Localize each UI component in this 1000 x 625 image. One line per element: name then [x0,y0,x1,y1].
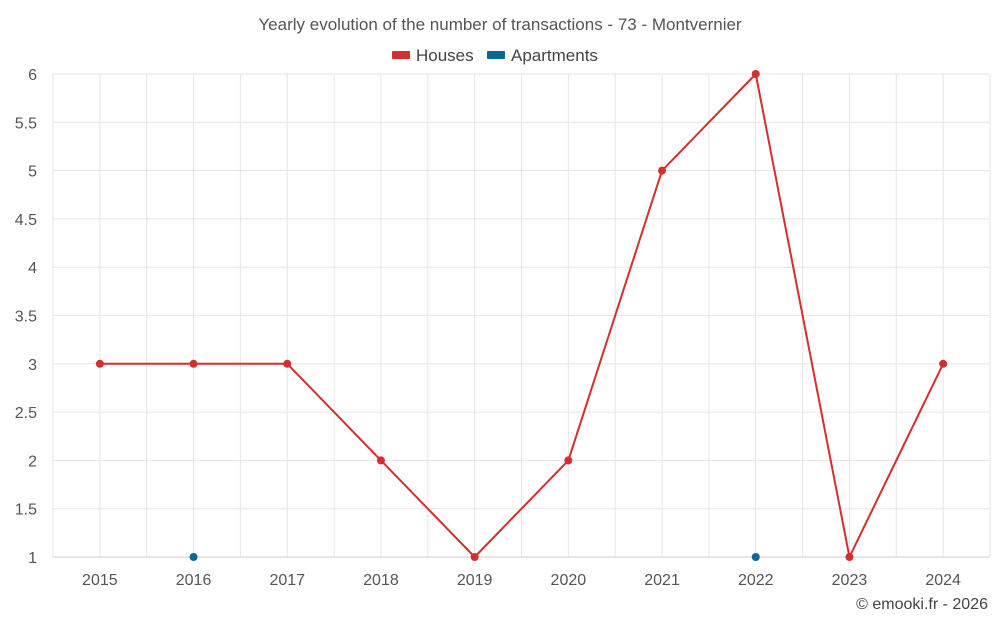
legend-item-apartments[interactable]: Apartments [487,46,598,65]
data-point-houses[interactable] [751,70,760,78]
y-tick-label: 4.5 [15,212,37,229]
y-tick-label: 5 [28,164,37,181]
data-point-houses[interactable] [470,553,479,561]
y-tick-label: 3.5 [15,309,37,326]
x-axis-ticks: 2015 2016 2017 2018 2019 2020 2021 2022 2023 2024 [82,572,961,589]
legend-label-houses: Houses [416,46,474,65]
data-point-apartments[interactable] [751,553,760,561]
y-tick-label: 1 [28,550,37,567]
series-line-houses [99,73,945,558]
x-tick-label: 2020 [551,572,587,589]
data-point-houses[interactable] [189,359,198,368]
data-point-houses[interactable] [845,553,854,561]
x-tick-label: 2017 [269,572,305,589]
legend-swatch-apartments [487,51,505,59]
data-point-houses[interactable] [376,456,385,465]
x-tick-label: 2022 [738,572,774,589]
legend-item-houses[interactable]: Houses [392,46,474,65]
data-point-houses[interactable] [564,456,573,465]
data-point-houses[interactable] [283,359,292,368]
x-tick-label: 2018 [363,572,399,589]
data-point-houses[interactable] [658,166,667,175]
legend: Houses Apartments [392,46,598,65]
y-tick-label: 6 [28,67,37,84]
x-tick-label: 2021 [644,572,680,589]
y-tick-label: 2 [28,453,37,470]
x-tick-label: 2016 [176,572,212,589]
data-point-apartments[interactable] [189,553,198,561]
y-tick-label: 1.5 [15,502,37,519]
x-tick-label: 2015 [82,572,118,589]
y-axis-ticks: 1 1.5 2 2.5 3 3.5 4 4.5 5 5.5 6 [15,67,37,567]
chart-title: Yearly evolution of the number of transa… [258,15,742,34]
x-tick-label: 2019 [457,572,493,589]
grid [52,73,991,557]
x-tick-label: 2024 [925,572,961,589]
legend-label-apartments: Apartments [511,46,598,65]
y-tick-label: 5.5 [15,115,37,132]
y-tick-label: 3 [28,357,37,374]
data-point-houses[interactable] [939,359,948,368]
y-tick-label: 2.5 [15,405,37,422]
legend-swatch-houses [392,51,410,59]
y-tick-label: 4 [28,260,37,277]
x-tick-label: 2023 [832,572,868,589]
credit: © emooki.fr - 2026 [856,596,988,613]
series [95,70,948,561]
data-point-houses[interactable] [95,359,104,368]
